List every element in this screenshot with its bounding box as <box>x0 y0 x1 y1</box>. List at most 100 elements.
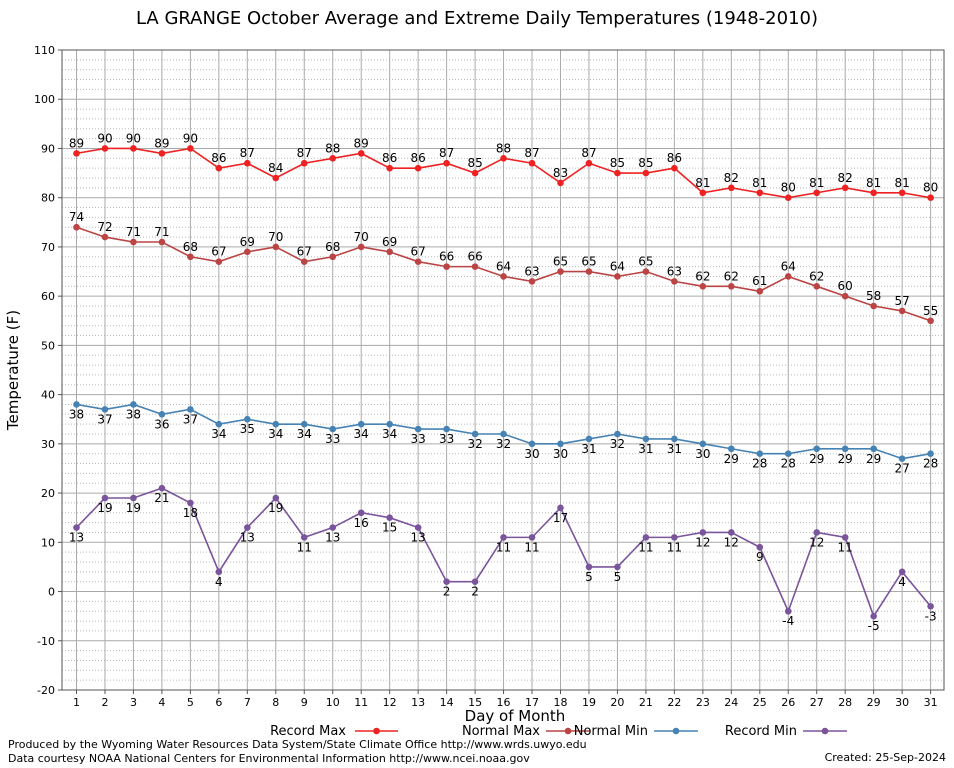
data-label-normal-min: 29 <box>838 452 853 466</box>
x-tick-label: 12 <box>383 696 397 709</box>
data-point-normal-min <box>557 440 564 448</box>
data-label-normal-min: 29 <box>866 452 881 466</box>
legend-label-record-min: Record Min <box>725 724 797 739</box>
x-tick-label: 23 <box>696 696 710 709</box>
data-point-record-max <box>187 145 194 152</box>
x-tick-label: 3 <box>130 696 137 709</box>
data-point-normal-max <box>898 307 906 315</box>
x-tick-label: 2 <box>101 696 108 709</box>
data-point-normal-max <box>784 273 792 280</box>
data-label-record-max: 89 <box>154 136 169 150</box>
data-point-record-min <box>101 494 109 502</box>
data-point-normal-max <box>215 258 223 265</box>
data-label-record-min: 11 <box>496 540 511 554</box>
data-point-normal-min <box>841 445 849 453</box>
data-point-record-max <box>471 169 479 177</box>
data-point-normal-min <box>500 430 507 438</box>
x-tick-label: 10 <box>326 696 340 709</box>
data-point-record-min <box>471 578 479 585</box>
x-tick-label: 4 <box>158 696 165 709</box>
data-point-record-max <box>414 164 422 172</box>
data-label-record-min: 19 <box>97 501 112 515</box>
data-point-record-max <box>272 174 280 182</box>
data-label-record-max: 83 <box>553 166 568 180</box>
data-label-record-max: 88 <box>496 141 511 155</box>
data-label-record-min: 4 <box>898 575 906 589</box>
data-label-record-min: 17 <box>553 511 568 525</box>
legend-label-normal-max: Normal Max <box>462 724 540 739</box>
y-tick-label: 0 <box>48 586 55 599</box>
series-record-max: 89 90 90 89 90 86 87 84 87 88 89 86 86 87 85 88 87 83 87 85… <box>69 131 938 201</box>
data-point-normal-min <box>784 450 792 457</box>
data-point-record-min <box>215 568 223 576</box>
data-label-normal-max: 69 <box>240 235 255 249</box>
data-label-normal-min: 31 <box>667 442 682 456</box>
data-label-record-max: 86 <box>410 151 425 165</box>
data-point-record-min <box>272 494 280 502</box>
data-point-normal-min <box>414 425 422 433</box>
data-label-record-min: 11 <box>297 540 312 554</box>
data-point-record-min <box>158 484 166 492</box>
data-point-record-min <box>357 509 365 517</box>
data-label-record-max: 87 <box>524 146 539 160</box>
data-point-normal-min <box>300 420 308 428</box>
data-point-normal-max <box>272 243 280 251</box>
data-label-record-max: 81 <box>809 176 824 190</box>
data-label-normal-min: 37 <box>183 412 198 426</box>
data-label-record-max: 81 <box>894 176 909 190</box>
produced-by-credit: Produced by the Wyoming Water Resources … <box>8 738 587 751</box>
data-point-normal-max <box>614 273 621 280</box>
data-label-normal-max: 65 <box>638 255 653 269</box>
data-label-normal-min: 34 <box>268 427 283 441</box>
data-point-normal-min <box>329 425 337 433</box>
data-label-record-max: 90 <box>183 131 198 145</box>
data-point-record-max <box>130 145 137 152</box>
data-point-normal-max <box>557 268 564 275</box>
y-tick-label: 70 <box>41 241 55 254</box>
data-point-normal-min <box>898 455 906 462</box>
data-point-normal-max <box>642 268 650 275</box>
data-point-record-min <box>187 499 194 507</box>
data-label-record-max: 82 <box>724 171 739 185</box>
data-label-normal-max: 63 <box>667 264 682 278</box>
data-point-normal-min <box>471 430 479 438</box>
data-label-normal-max: 62 <box>809 269 824 283</box>
data-point-record-max <box>784 194 792 201</box>
data-label-record-min: 5 <box>614 570 622 584</box>
data-point-record-min <box>728 529 735 536</box>
x-tick-label: 27 <box>810 696 824 709</box>
data-point-normal-min <box>158 411 166 418</box>
data-label-record-max: 89 <box>69 136 84 150</box>
series-normal-min: 38 37 38 36 37 34 35 34 34 33 34 34 33 33 32 32 30 30 31 32… <box>69 401 938 476</box>
data-point-normal-max <box>500 273 507 280</box>
x-tick-label: 13 <box>411 696 425 709</box>
data-label-normal-max: 67 <box>211 245 226 259</box>
data-point-record-min <box>671 534 678 541</box>
data-label-normal-min: 32 <box>467 437 482 451</box>
data-label-record-min: 13 <box>69 531 84 545</box>
x-tick-label: 28 <box>838 696 852 709</box>
data-point-normal-min <box>443 425 450 433</box>
x-tick-label: 15 <box>468 696 482 709</box>
data-label-record-min: 18 <box>183 506 198 520</box>
data-label-record-max: 80 <box>781 181 796 195</box>
data-label-normal-min: 27 <box>894 462 909 476</box>
data-point-record-min <box>699 529 707 536</box>
data-point-record-min <box>784 607 792 615</box>
data-label-record-min: 15 <box>382 521 397 535</box>
data-point-normal-min <box>272 420 280 428</box>
data-point-record-max <box>898 189 906 197</box>
data-point-record-max <box>528 159 536 167</box>
y-tick-label: 40 <box>41 389 55 402</box>
data-point-record-max <box>927 194 934 201</box>
data-point-record-max <box>585 159 593 167</box>
data-label-record-max: 90 <box>97 131 112 145</box>
data-label-normal-min: 30 <box>695 447 710 461</box>
data-label-normal-min: 33 <box>410 432 425 446</box>
data-point-normal-max <box>300 258 308 265</box>
data-label-record-min: 12 <box>695 535 710 549</box>
data-label-normal-max: 70 <box>354 230 369 244</box>
data-point-normal-max <box>130 238 137 246</box>
data-label-normal-min: 34 <box>211 427 226 441</box>
